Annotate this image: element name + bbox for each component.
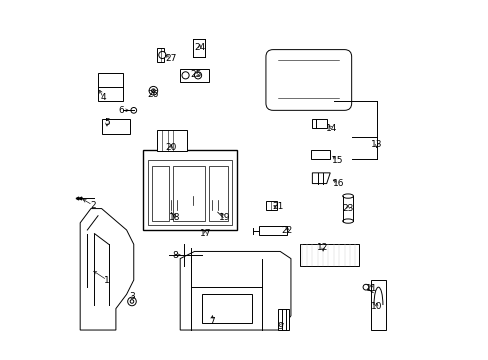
Circle shape [159,51,165,59]
Text: 8: 8 [172,251,177,260]
Text: 19: 19 [219,213,230,222]
Polygon shape [258,226,287,235]
Text: 3: 3 [129,292,135,301]
Text: 23: 23 [342,204,353,213]
Text: 6: 6 [118,106,124,115]
Text: 27: 27 [165,54,177,63]
Circle shape [149,86,157,95]
Polygon shape [312,119,326,128]
Text: 22: 22 [281,225,292,234]
Circle shape [363,284,368,290]
Polygon shape [201,294,251,323]
Polygon shape [157,48,164,62]
Text: 10: 10 [370,302,382,311]
Text: 13: 13 [370,140,382,149]
Polygon shape [157,130,187,152]
Bar [142,150,237,230]
Text: 25: 25 [190,70,202,79]
Polygon shape [310,150,329,158]
Text: 4: 4 [101,93,106,102]
Text: 14: 14 [325,124,337,133]
Polygon shape [148,160,231,225]
Circle shape [182,72,189,79]
Circle shape [194,72,201,79]
Text: 1: 1 [104,275,110,284]
Polygon shape [312,173,329,184]
Text: 21: 21 [272,202,284,211]
Text: 17: 17 [199,229,210,238]
Text: 20: 20 [165,143,177,152]
FancyBboxPatch shape [265,50,351,111]
Polygon shape [80,208,134,330]
Ellipse shape [342,194,353,198]
Circle shape [131,108,136,113]
Polygon shape [208,166,228,221]
Ellipse shape [342,219,353,223]
Polygon shape [265,202,276,210]
Text: 18: 18 [169,213,180,222]
Circle shape [127,297,136,306]
Polygon shape [151,166,169,221]
Text: 12: 12 [317,243,328,252]
Polygon shape [102,119,130,134]
Text: 26: 26 [147,90,159,99]
Text: 15: 15 [331,156,343,165]
Polygon shape [299,244,358,266]
Polygon shape [278,309,288,330]
Polygon shape [173,166,205,221]
Text: 7: 7 [209,316,215,325]
Text: 5: 5 [104,118,110,127]
Text: 16: 16 [333,179,344,188]
Polygon shape [180,251,290,330]
Polygon shape [98,73,123,102]
Circle shape [130,300,134,303]
Polygon shape [180,69,208,82]
Text: 9: 9 [277,322,283,331]
Text: 2: 2 [90,201,95,210]
Polygon shape [370,280,385,330]
Circle shape [151,89,155,93]
Text: 24: 24 [194,43,205,52]
Text: 11: 11 [365,284,376,293]
